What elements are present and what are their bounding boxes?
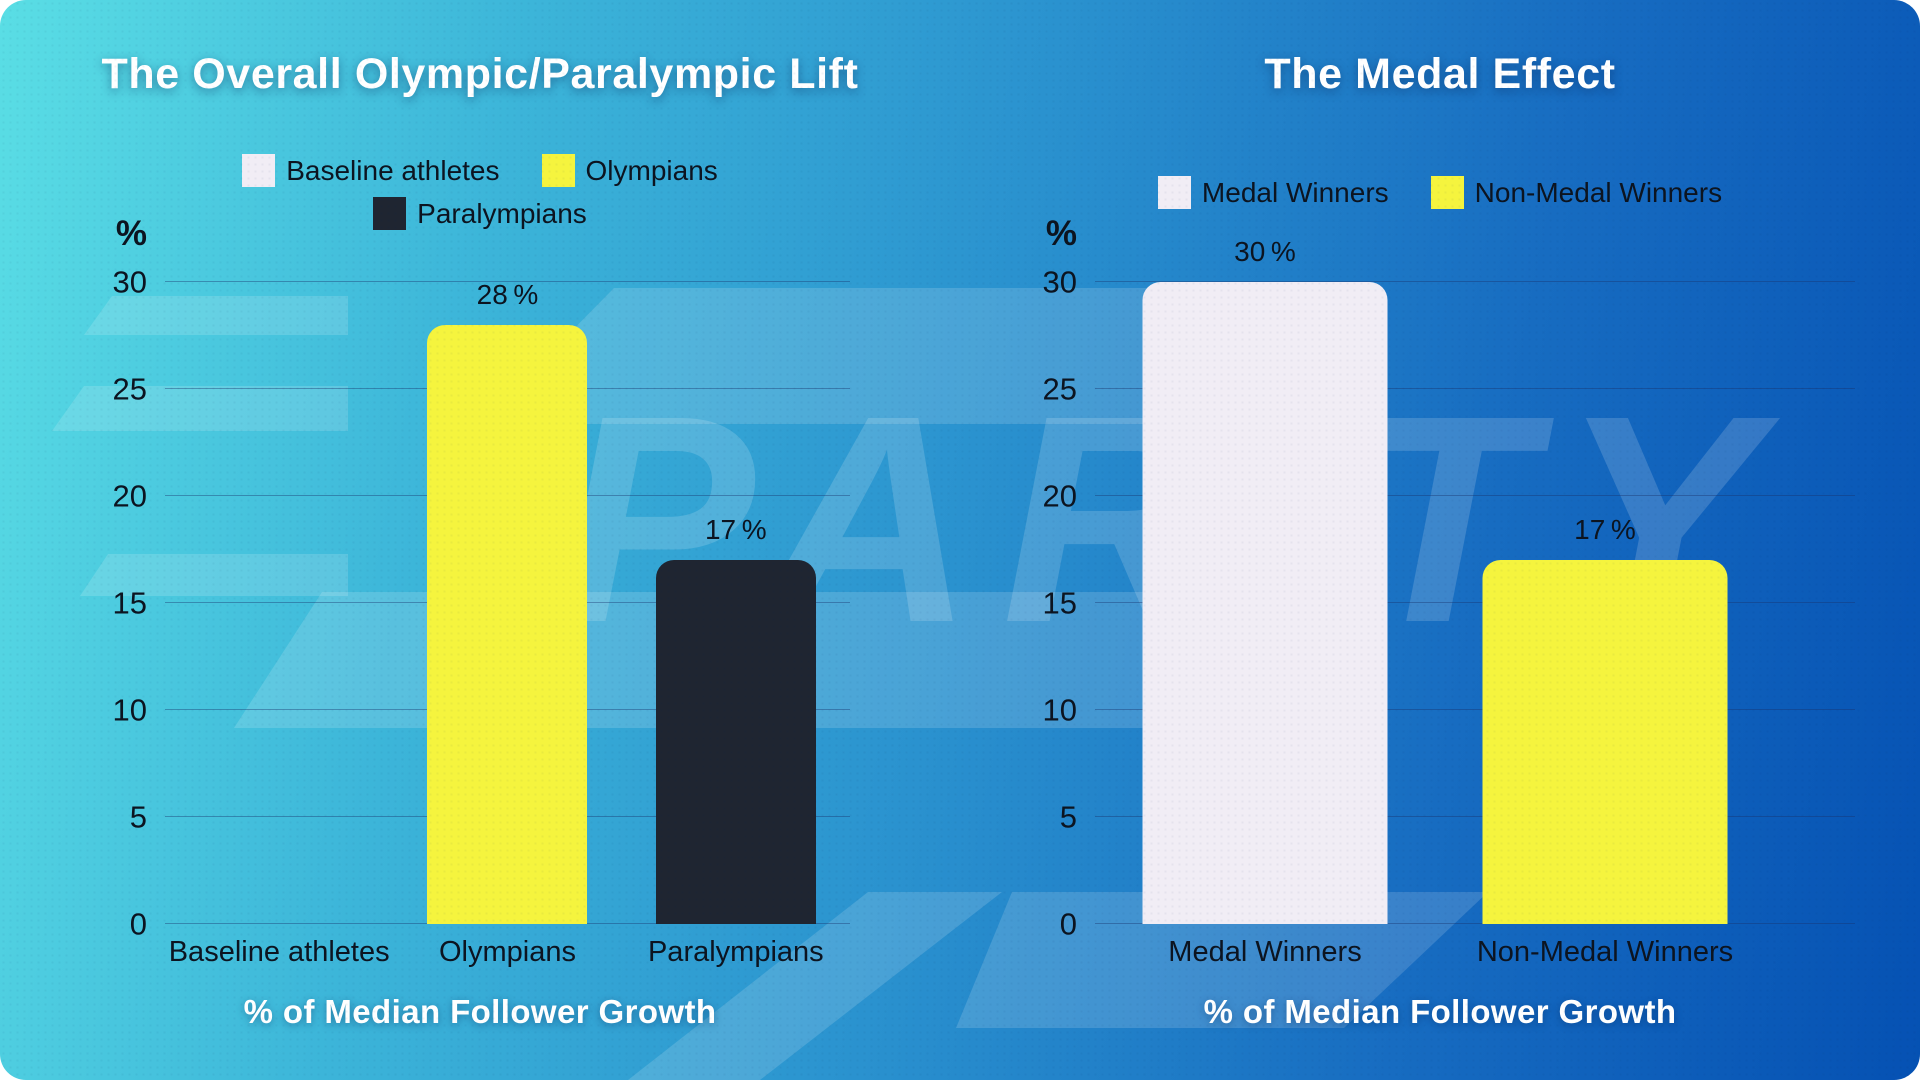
chart-legend: Medal Winners Non-Medal Winners (1157, 154, 1723, 264)
bar-non-medal-winners (1482, 560, 1728, 924)
y-tick-label: 10 (1042, 692, 1077, 728)
bar-value-label: 17 % (704, 514, 767, 546)
y-tick-label: 0 (129, 906, 147, 942)
legend-label: Non-Medal Winners (1474, 176, 1723, 208)
y-tick-label: 30 (112, 264, 147, 300)
bars-container: 28 % 17 % (165, 278, 850, 924)
x-axis-labels: Baseline athletes Olympians Paralympians (165, 936, 850, 969)
bar-medal-winners (1142, 282, 1388, 924)
gridline (1095, 495, 1855, 496)
y-tick-label: 20 (112, 478, 147, 514)
y-tick-label: 15 (112, 585, 147, 621)
y-tick-label: 5 (1059, 799, 1077, 835)
bar-slot-non-medal-winners: 17 % (1435, 282, 1775, 924)
bar-slot-olympians: 28 % (393, 278, 621, 924)
y-tick-label: 5 (129, 799, 147, 835)
y-tick-label: 10 (112, 692, 147, 728)
plot-row: % 0 5 10 15 20 25 30 30 % 17 % (960, 214, 1920, 940)
bar-value-label: 30 % (1234, 236, 1296, 267)
x-axis-title: % of Median Follower Growth (243, 993, 717, 1030)
legend-item-baseline-athletes: Baseline athletes (242, 154, 500, 187)
bar-chart-panel-the-medal-effect: The Medal Effect Medal Winners Non-Medal … (960, 0, 1920, 1080)
legend-item-medal-winners: Medal Winners (1157, 176, 1389, 209)
legend-item-paralympians: Paralympians (373, 197, 587, 230)
legend-label: Paralympians (417, 197, 587, 229)
x-category-label-paralympians: Paralympians (647, 936, 824, 968)
bar-value-label: 28 % (476, 278, 539, 310)
x-axis-labels: Medal Winners Non-Medal Winners (1095, 936, 1855, 969)
gridline (165, 281, 850, 282)
gridline (1095, 388, 1855, 389)
y-tick-label: 30 (1042, 264, 1077, 300)
bar-slot-baseline-athletes (165, 282, 393, 924)
legend-swatch (1157, 176, 1191, 209)
plot-area: 28 % 17 % (165, 278, 850, 924)
legend-item-olympians: Olympians (541, 154, 718, 187)
chart-legend: Baseline athletes Olympians Paralympians (200, 154, 760, 264)
legend-item-non-medal-winners: Non-Medal Winners (1430, 176, 1723, 209)
legend-swatch (1430, 176, 1464, 209)
gridline (1095, 281, 1855, 282)
y-axis-unit-label: % (115, 214, 147, 253)
y-axis-unit-label: % (1045, 214, 1077, 253)
plot-row: % 0 5 10 15 20 25 30 28 % 17 % (0, 214, 960, 940)
y-tick-label: 20 (1042, 478, 1077, 514)
gridline (1095, 923, 1855, 924)
bars-container: 30 % 17 % (1095, 236, 1855, 924)
x-category-label-olympians: Olympians (438, 936, 576, 968)
legend-swatch (373, 197, 407, 230)
gridline (1095, 709, 1855, 710)
y-tick-label: 25 (112, 371, 147, 407)
legend-swatch (541, 154, 575, 187)
bar-chart-panel-the-overall-olympic-paralympic-lift: The Overall Olympic/Paralympic Lift Base… (0, 50, 960, 1030)
bar-olympians (427, 324, 588, 924)
y-axis: % 0 5 10 15 20 25 30 (960, 214, 1095, 940)
y-axis: % 0 5 10 15 20 25 30 (0, 214, 165, 940)
x-category-label-non-medal-winners: Non-Medal Winners (1476, 936, 1734, 968)
plot-area: 30 % 17 % (1095, 236, 1855, 924)
legend-swatch (242, 154, 276, 187)
legend-label: Olympians (585, 154, 718, 186)
y-tick-label: 15 (1042, 585, 1077, 621)
bar-slot-paralympians: 17 % (622, 282, 850, 924)
gridline (1095, 602, 1855, 603)
bar-value-label: 17 % (1574, 514, 1636, 546)
gridline (1095, 816, 1855, 817)
chart-title: The Medal Effect (1264, 50, 1616, 98)
y-tick-label: 25 (1042, 371, 1077, 407)
bar-paralympians (655, 560, 816, 924)
y-tick-label: 0 (1059, 906, 1077, 942)
legend-label: Baseline athletes (286, 154, 500, 186)
x-axis-title: % of Median Follower Growth (1203, 993, 1677, 1030)
x-category-label-medal-winners: Medal Winners (1168, 936, 1362, 968)
chart-title: The Overall Olympic/Paralympic Lift (101, 50, 859, 98)
x-category-label-baseline-athletes: Baseline athletes (168, 936, 390, 968)
bar-slot-medal-winners: 30 % (1095, 236, 1435, 924)
legend-label: Medal Winners (1201, 176, 1389, 208)
